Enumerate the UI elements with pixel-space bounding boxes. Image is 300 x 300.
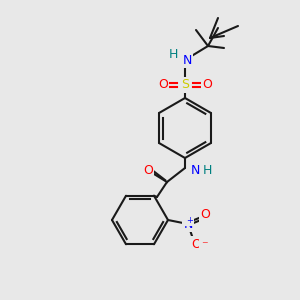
Text: S: S	[181, 79, 189, 92]
Text: +: +	[186, 216, 193, 225]
Text: O: O	[158, 79, 168, 92]
Text: ⁻: ⁻	[201, 239, 207, 253]
Text: O: O	[191, 238, 201, 250]
Text: H: H	[168, 49, 178, 62]
Text: H: H	[202, 164, 212, 176]
Text: O: O	[143, 164, 153, 176]
Text: N: N	[182, 53, 192, 67]
Text: O: O	[200, 208, 210, 220]
Text: O: O	[202, 79, 212, 92]
Text: N: N	[190, 164, 200, 176]
Text: N: N	[183, 218, 193, 230]
